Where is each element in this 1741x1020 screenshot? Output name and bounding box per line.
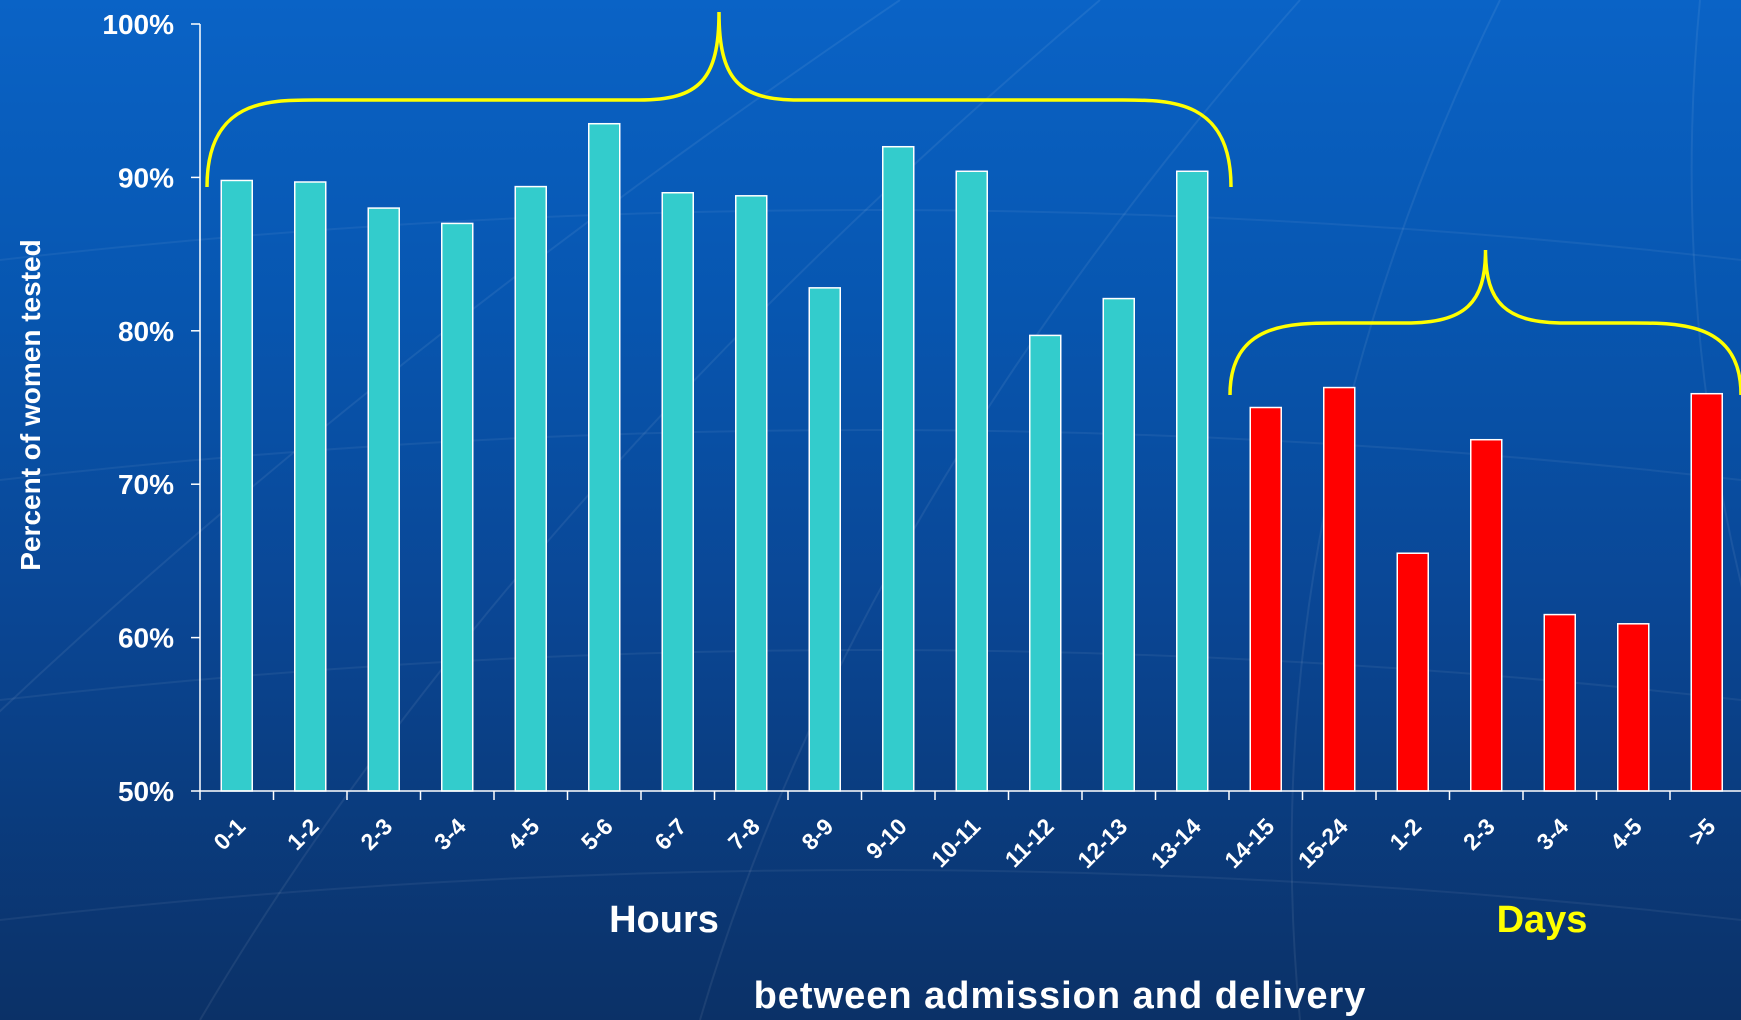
x-tick-labels: 0-1 1-2 2-3 3-4 4-5 5-6 6-7 7-8 8-9 9-10 10-11 11-1… [208, 813, 1720, 873]
y-tick-labels: 50% 60% 70% 80% 90% 100% [102, 9, 174, 807]
bar-days [1690, 392, 1723, 792]
days-group-label: Days [1497, 899, 1588, 941]
y-tick-label: 60% [118, 623, 174, 654]
bar-days [1249, 406, 1282, 792]
x-tick-label: 14-15 [1219, 813, 1279, 873]
x-tick-label: 1-2 [282, 813, 324, 855]
x-tick-label: 11-12 [1000, 813, 1059, 872]
bar-hours [514, 185, 547, 792]
y-axis-label: Percent of women tested [15, 239, 46, 570]
bar-days [1470, 438, 1503, 792]
group-braces [205, 11, 1741, 396]
bar-hours [955, 170, 988, 792]
bar-hours [1102, 297, 1135, 792]
x-tick-label: 10-11 [926, 813, 985, 872]
bar-hours [441, 222, 474, 792]
bar-hours [367, 207, 400, 792]
x-axis-label: between admission and delivery [754, 975, 1367, 1017]
bar-hours [661, 191, 694, 792]
bar-hours [882, 145, 915, 792]
x-tick-label: >5 [1683, 813, 1720, 850]
bar-days [1617, 623, 1650, 792]
x-tick-label: 13-14 [1146, 813, 1206, 873]
x-tick-label: 1-2 [1384, 813, 1426, 855]
x-tick-label: 4-5 [502, 813, 544, 855]
y-tick-label: 90% [118, 162, 174, 193]
x-tick-label: 8-9 [796, 813, 838, 855]
y-tick-label: 100% [102, 9, 174, 40]
bar-hours [294, 181, 327, 792]
bar-hours [1176, 170, 1209, 792]
bar-hours [735, 195, 768, 792]
bar-days [1543, 613, 1576, 792]
x-tick-label: 3-4 [429, 813, 471, 855]
bar-days [1396, 552, 1429, 792]
bar-hours [808, 287, 841, 792]
x-tick-label: 12-13 [1072, 813, 1132, 873]
x-tick-label: 4-5 [1605, 813, 1647, 855]
y-tick-label: 70% [118, 469, 174, 500]
bar-hours [220, 179, 253, 792]
x-tick-label: 9-10 [861, 813, 912, 864]
days-brace [1228, 249, 1741, 396]
axes [191, 23, 1741, 800]
y-tick-label: 50% [118, 776, 174, 807]
x-tick-label: 2-3 [1458, 813, 1500, 855]
x-tick-label: 0-1 [208, 813, 250, 855]
bars [220, 122, 1723, 792]
y-tick-label: 80% [118, 316, 174, 347]
bar-hours [588, 122, 621, 792]
bar-days [1323, 386, 1356, 792]
x-tick-label: 2-3 [355, 813, 397, 855]
hours-brace [205, 11, 1233, 188]
x-tick-label: 6-7 [649, 813, 691, 855]
bar-hours [1029, 334, 1062, 792]
hours-group-label: Hours [609, 899, 719, 941]
x-tick-label: 5-6 [576, 813, 618, 855]
x-tick-label: 3-4 [1531, 813, 1573, 855]
x-tick-label: 15-24 [1293, 813, 1353, 873]
